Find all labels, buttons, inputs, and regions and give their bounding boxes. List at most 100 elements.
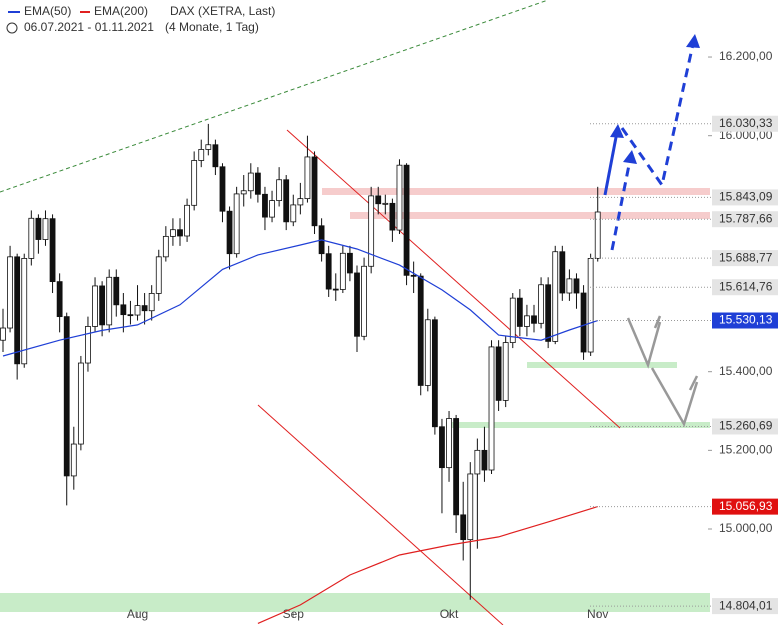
level-box — [712, 250, 778, 267]
level-label: 15.614,76 — [719, 279, 773, 293]
candle-body — [403, 164, 410, 276]
candle-body — [311, 156, 318, 227]
candle-body — [283, 179, 290, 223]
candle-body — [134, 305, 141, 316]
ema-line — [2, 239, 598, 357]
drawings — [0, 0, 710, 625]
candle-body — [198, 149, 205, 161]
candle-body — [559, 251, 566, 294]
ema-line — [257, 506, 598, 624]
candle-body — [389, 202, 396, 231]
candle-body — [113, 276, 120, 306]
chart-title: DAX (XETRA, Last) — [170, 4, 275, 18]
candle-body — [42, 218, 49, 240]
date-range: 06.07.2021 - 01.11.2021 — [24, 20, 154, 34]
level-label: 15.056,93 — [719, 499, 773, 513]
candle-body — [77, 362, 84, 445]
candle-body — [177, 229, 183, 237]
period: (4 Monate, 1 Tag) — [165, 20, 259, 34]
candle-body — [347, 252, 353, 274]
level-box — [712, 418, 778, 435]
candle-body — [304, 156, 311, 200]
candle-body — [545, 284, 552, 342]
candle-body — [332, 288, 339, 291]
candle-body — [212, 144, 219, 168]
candle-body — [566, 278, 573, 294]
candle-body — [233, 193, 240, 255]
level-label: 14.804,01 — [719, 598, 773, 612]
y-tick-label: 15.200,00 — [719, 443, 773, 457]
candle-body — [205, 144, 212, 150]
candle-body — [488, 346, 495, 471]
trend-line — [257, 404, 504, 625]
candle-body — [481, 449, 488, 471]
candle-body — [474, 449, 481, 475]
y-tick-label: 15.400,00 — [719, 364, 773, 378]
candle-body — [92, 285, 98, 327]
candle-body — [446, 418, 452, 469]
candle-body — [502, 342, 509, 401]
candle-body — [339, 252, 346, 290]
level-label: 15.688,77 — [719, 250, 773, 264]
candle-body — [467, 473, 474, 541]
candle-body — [63, 316, 70, 477]
candle-body — [460, 514, 467, 541]
candle-body — [276, 179, 283, 201]
candle-body — [56, 281, 63, 318]
candle-body — [354, 272, 360, 337]
trend-line — [286, 129, 621, 429]
candle-body — [439, 426, 445, 469]
candle-body — [35, 217, 42, 240]
candle-body — [14, 256, 21, 365]
support-zone — [0, 593, 710, 612]
header: EMA(50) EMA(200) DAX (XETRA, Last) 06.07… — [6, 4, 275, 34]
legend-label: EMA(50) — [24, 4, 71, 18]
resistance-zone — [350, 212, 710, 219]
candle-body — [531, 315, 537, 324]
candle-body — [495, 346, 502, 401]
candle-body — [375, 195, 382, 205]
candle-body — [120, 304, 127, 316]
support-zone — [527, 362, 677, 368]
candle-body — [396, 164, 403, 231]
candle-body — [325, 253, 332, 290]
candle-body — [290, 204, 297, 223]
x-tick-label: Nov — [587, 607, 608, 621]
arrow-heads — [610, 34, 700, 164]
x-tick-label: Aug — [127, 607, 148, 621]
candle-body — [106, 276, 113, 326]
level-box — [712, 279, 778, 296]
candle-body — [219, 166, 226, 212]
candle-body — [382, 202, 389, 205]
candle-body — [453, 418, 460, 516]
candle-body — [254, 172, 261, 195]
candle-body — [594, 211, 601, 259]
candle-body — [155, 256, 162, 294]
candle-body — [297, 198, 304, 206]
candle-body — [552, 251, 559, 342]
candle-body — [49, 218, 56, 283]
candle-body — [573, 278, 580, 294]
level-box — [712, 498, 778, 515]
candle-body — [99, 285, 106, 326]
scenario-arrows — [626, 315, 699, 428]
candle-body — [226, 210, 233, 255]
candle-body — [247, 172, 254, 192]
candle-body — [240, 190, 247, 195]
level-box — [712, 211, 778, 228]
candles — [0, 123, 601, 600]
candle-body — [417, 275, 424, 386]
candle-body — [509, 297, 516, 343]
level-label: 15.843,09 — [719, 190, 773, 204]
candle-body — [184, 204, 190, 237]
candle-body — [70, 443, 77, 477]
candle-body — [587, 258, 594, 353]
candle-body — [580, 292, 587, 353]
support-zone — [446, 422, 710, 428]
candle-body — [191, 160, 198, 206]
candle-body — [28, 217, 35, 259]
candle-body — [85, 326, 91, 364]
y-tick-label: 15.000,00 — [719, 521, 773, 535]
level-box — [712, 312, 778, 329]
